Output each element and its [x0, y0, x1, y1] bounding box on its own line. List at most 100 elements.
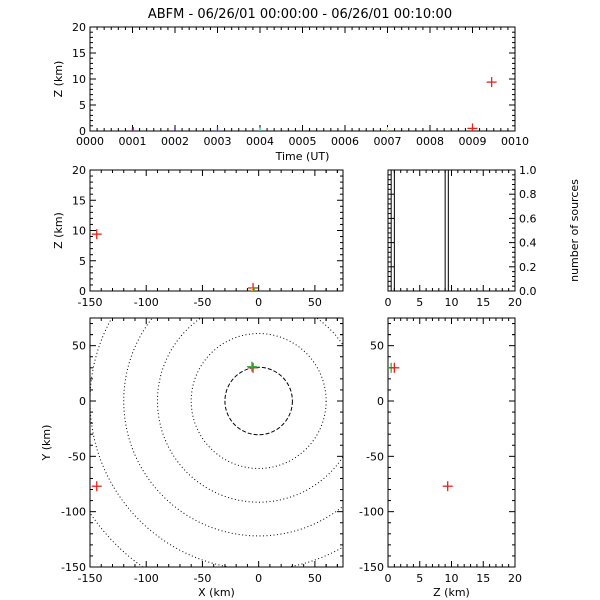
- source-marker: [386, 127, 389, 131]
- x-height-panel: -150 -100 -50 0 50 0 5 10 15 20 Z (km): [52, 164, 344, 309]
- source-marker: [259, 127, 261, 131]
- y-tick-label: 10: [72, 225, 86, 238]
- range-ring: [224, 366, 293, 436]
- x-tick-label: 0: [385, 296, 392, 309]
- y-tick-label: 0.0: [519, 285, 537, 298]
- y-tick-label: 0.8: [519, 188, 537, 201]
- y-tick-label: 0.6: [519, 212, 537, 225]
- histogram-bar: [390, 170, 395, 291]
- x-tick-label: 0003: [204, 135, 232, 148]
- source-marker: [248, 362, 259, 373]
- source-marker: [212, 126, 223, 131]
- x-tick-label: 0000: [76, 135, 104, 148]
- y-axis-label: Z (km): [52, 212, 65, 249]
- x-axis-label: Z (km): [433, 586, 470, 599]
- source-marker: [91, 481, 102, 492]
- range-ring: [90, 511, 144, 567]
- y-tick-label: -100: [359, 506, 384, 519]
- source-marker: [442, 481, 453, 492]
- x-tick-label: -50: [193, 572, 211, 585]
- y-tick-label: 15: [72, 194, 86, 207]
- plot-frame: [387, 317, 516, 568]
- x-tick-label: 5: [416, 296, 423, 309]
- y-tick-label: 5: [79, 99, 86, 112]
- source-marker: [91, 229, 102, 240]
- x-tick-label: 0006: [331, 135, 359, 148]
- source-marker: [174, 127, 176, 131]
- y-tick-label: 0.4: [519, 237, 537, 250]
- range-ring: [190, 333, 327, 469]
- x-tick-label: 0: [385, 572, 392, 585]
- x-tick-label: -100: [134, 296, 159, 309]
- y-tick-label: 0: [79, 125, 86, 138]
- plot-frame: [89, 26, 516, 132]
- source-marker: [248, 282, 259, 291]
- height-histogram-marks: [388, 170, 515, 291]
- source-marker: [246, 361, 257, 372]
- x-tick-label: 0: [255, 296, 262, 309]
- x-tick-label: 0009: [459, 135, 487, 148]
- x-tick-label: 15: [476, 572, 490, 585]
- source-marker: [486, 77, 497, 88]
- time-height-panel: 0000 0001 0002 0003 0004 0005 0006 0007 0008 0009…: [52, 21, 529, 163]
- plot-frame: [89, 317, 344, 568]
- x-tick-label: 0005: [289, 135, 317, 148]
- x-tick-label: 0008: [416, 135, 444, 148]
- x-tick-label: 0001: [119, 135, 147, 148]
- plot-frame: [89, 169, 344, 292]
- source-marker: [389, 362, 400, 373]
- x-axis-label: X (km): [198, 586, 235, 599]
- x-tick-label: 0: [255, 572, 262, 585]
- height-y-marks: [388, 362, 453, 492]
- x-tick-label: 15: [476, 296, 490, 309]
- y-tick-label: 1.0: [519, 164, 537, 177]
- x-tick-label: 0010: [501, 135, 529, 148]
- x-tick-label: -150: [78, 296, 103, 309]
- x-tick-label: -100: [134, 572, 159, 585]
- y-tick-label: 10: [72, 73, 86, 86]
- figure-title: ABFM - 06/26/01 00:00:00 - 06/26/01 00:1…: [148, 7, 452, 22]
- x-tick-label: 10: [445, 572, 459, 585]
- x-tick-label: -50: [193, 296, 211, 309]
- x-height-marks: [91, 229, 259, 291]
- source-marker: [132, 127, 135, 131]
- x-tick-label: 20: [508, 296, 522, 309]
- histogram-bar: [444, 170, 449, 291]
- source-marker: [253, 287, 255, 291]
- plan-view-marks: [90, 318, 343, 567]
- y-tick-label: 0: [79, 285, 86, 298]
- x-tick-label: 50: [308, 572, 322, 585]
- x-tick-label: 20: [508, 572, 522, 585]
- x-tick-label: 10: [445, 296, 459, 309]
- plan-view-panel: -150 -100 -50 0 50 -150 -100 -50 0 50 X (km) Y (km): [40, 317, 344, 599]
- plot-frame: [387, 169, 516, 292]
- source-marker: [471, 127, 474, 131]
- range-ring: [156, 318, 343, 503]
- y-tick-label: 20: [72, 164, 86, 177]
- y-tick-label: 0: [377, 395, 384, 408]
- y-tick-label: -150: [359, 561, 384, 574]
- x-tick-label: 0002: [161, 135, 189, 148]
- y-axis-label: Z (km): [52, 61, 65, 98]
- x-tick-label: 0007: [374, 135, 402, 148]
- y-tick-label: -100: [61, 506, 86, 519]
- height-histogram-panel: 0 5 10 15 200.0 0.2 0.4 0.6 0.8 1.0 number of sour…: [385, 164, 582, 309]
- y-tick-label: -50: [68, 450, 86, 463]
- y-tick-label: 50: [370, 340, 384, 353]
- y-tick-label: -150: [61, 561, 86, 574]
- y-tick-label: 5: [79, 255, 86, 268]
- source-marker: [251, 287, 253, 291]
- height-y-panel: 0 5 10 15 20 -150 -100 -50 0 50 Z (km): [359, 317, 522, 599]
- range-ring: [123, 318, 343, 537]
- y-tick-label: 15: [72, 47, 86, 60]
- time-height-marks: [131, 77, 497, 131]
- y-tick-label: 0: [79, 395, 86, 408]
- x-tick-label: 50: [308, 296, 322, 309]
- y-tick-label: -50: [366, 450, 384, 463]
- y-tick-label: 0.2: [519, 261, 537, 274]
- y-axis-label: Y (km): [40, 425, 53, 462]
- y-axis-label: number of sources: [568, 179, 581, 282]
- x-tick-label: 0004: [246, 135, 274, 148]
- x-axis-label: Time (UT): [275, 150, 330, 163]
